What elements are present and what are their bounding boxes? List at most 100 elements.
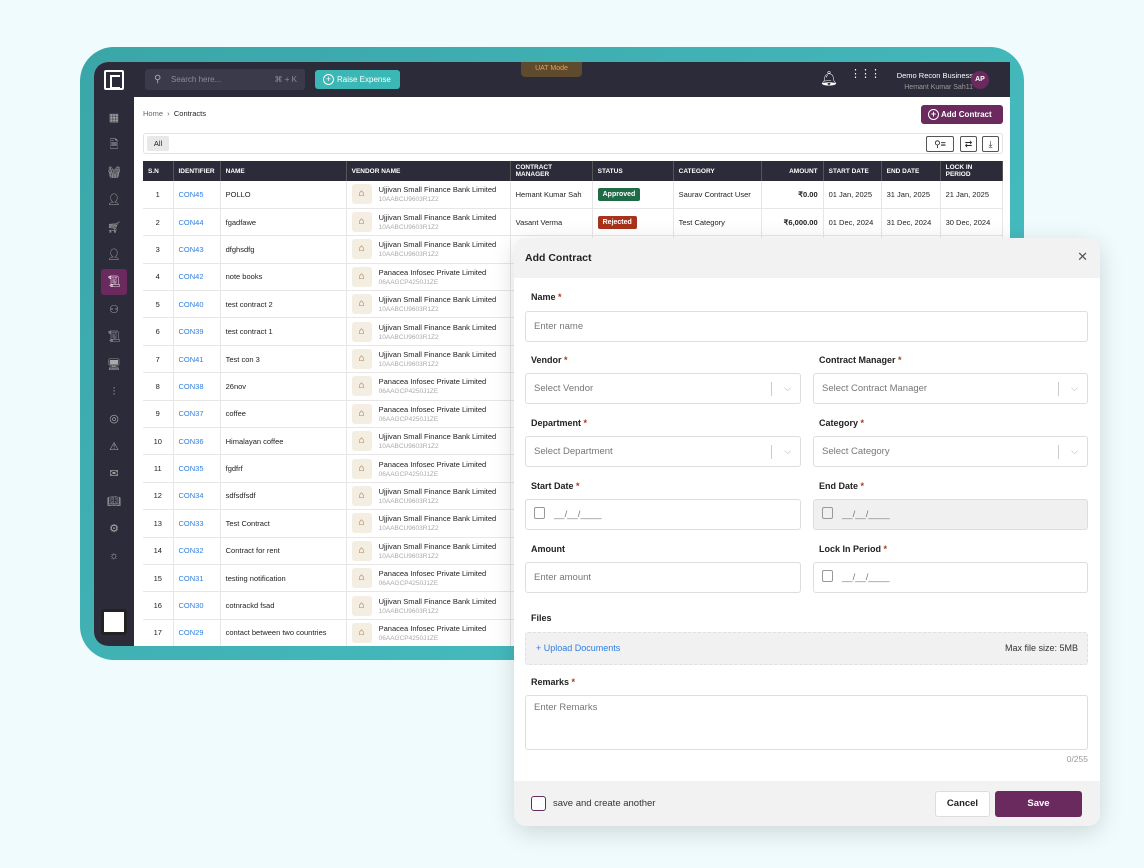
plus-circle-icon: + <box>323 74 334 85</box>
vendor-gst: 10AABCU9603R1Z2 <box>378 525 439 533</box>
apps-grid-icon[interactable]: ⋮⋮⋮ <box>850 68 881 80</box>
sidebar: ▦ 🗎︎ 🧺︎ 👤︎ 🛒︎ 👤︎ 📜︎ ⚇ 📜︎ 🖥︎ ⫶ ◎ ⚠︎ ✉︎ 📖︎ ⚙︎ ☼ <box>94 97 134 646</box>
sidebar-item-document[interactable]: 🗎︎ <box>101 132 127 158</box>
cell-sn: 15 <box>143 564 174 593</box>
cell-amount: ₹0.00 <box>761 181 824 209</box>
download-icon[interactable]: ⤓ <box>982 136 999 152</box>
cell-identifier[interactable]: CON39 <box>173 317 221 346</box>
table-row[interactable]: 1 CON45 POLLO ⌂ Ujjivan Small Finance Ban… <box>143 181 1003 209</box>
column-header[interactable]: STATUS <box>592 161 674 181</box>
file-upload-area[interactable]: + Upload Documents Max file size: 5MB <box>525 632 1088 665</box>
status-badge: Rejected <box>597 215 637 229</box>
sidebar-item-cart[interactable]: 🛒︎ <box>101 215 127 241</box>
search-filter-icon[interactable]: ⚲≡ <box>926 136 954 152</box>
dashboard-icon: ▦ <box>108 112 120 124</box>
lock-in-period-input[interactable]: __/__/____ <box>813 562 1088 593</box>
avatar[interactable]: AP <box>971 71 989 89</box>
remarks-textarea[interactable]: Enter Remarks <box>525 695 1088 750</box>
sidebar-item-alert[interactable]: ⚠︎ <box>101 434 127 460</box>
sidebar-item-basket[interactable]: 🧺︎ <box>101 160 127 186</box>
cell-sn: 14 <box>143 537 174 565</box>
sidebar-item-contracts[interactable]: 📜︎ <box>101 269 127 296</box>
vendor-select[interactable]: Select Vendor ⌵ <box>525 373 801 404</box>
upload-documents-link[interactable]: + Upload Documents <box>536 643 621 653</box>
sidebar-item-user-settings[interactable]: 👤︎ <box>101 187 127 213</box>
sidebar-item-sliders[interactable]: ⫶ <box>101 379 127 405</box>
cell-identifier[interactable]: CON41 <box>173 345 221 374</box>
remarks-char-count: 0/255 <box>1066 754 1088 764</box>
cell-identifier[interactable]: CON31 <box>173 564 221 593</box>
category-select[interactable]: Select Category ⌵ <box>813 436 1088 467</box>
cell-identifier[interactable]: CON29 <box>173 619 221 646</box>
cell-identifier[interactable]: CON45 <box>173 181 221 209</box>
sidebar-item-target[interactable]: ◎ <box>101 406 127 432</box>
column-header[interactable]: VENDOR NAME <box>346 161 511 181</box>
table-row[interactable]: 2 CON44 fgadfawe ⌂ Ujjivan Small Finance … <box>143 208 1003 237</box>
sidebar-item-monitor[interactable]: 🖥︎ <box>101 352 127 378</box>
column-header[interactable]: CONTRACT MANAGER <box>510 161 593 181</box>
column-header[interactable]: END DATE <box>881 161 941 181</box>
cell-name: testing notification <box>220 564 347 593</box>
column-header[interactable]: S.N <box>143 161 174 181</box>
cell-identifier[interactable]: CON43 <box>173 235 221 264</box>
cell-identifier[interactable]: CON44 <box>173 208 221 237</box>
cell-identifier[interactable]: CON35 <box>173 454 221 483</box>
sidebar-item-scroll[interactable]: 📜︎ <box>101 324 127 350</box>
tab-all[interactable]: All <box>147 136 169 151</box>
sidebar-item-dashboard[interactable]: ▦ <box>101 105 127 131</box>
cell-identifier[interactable]: CON32 <box>173 537 221 565</box>
cell-identifier[interactable]: CON33 <box>173 509 221 538</box>
search-input[interactable]: ⚲ Search here... ⌘ + K <box>145 69 305 90</box>
contracts-icon: 📜︎ <box>107 276 121 289</box>
sidebar-item-mail[interactable]: ✉︎ <box>101 461 127 487</box>
column-header[interactable]: IDENTIFIER <box>173 161 221 181</box>
amount-input[interactable]: Enter amount <box>525 562 801 593</box>
column-header[interactable]: START DATE <box>823 161 882 181</box>
end-date-input[interactable]: __/__/____ <box>813 499 1088 530</box>
bell-icon[interactable]: 🔔︎ <box>820 70 838 86</box>
save-button[interactable]: Save <box>995 791 1082 817</box>
vendor-store-icon: ⌂ <box>351 431 372 452</box>
sidebar-item-org-chart[interactable]: ⚇ <box>101 297 127 323</box>
save-and-create-another-checkbox[interactable] <box>531 796 546 811</box>
cancel-button[interactable]: Cancel <box>935 791 990 817</box>
breadcrumb-home[interactable]: Home <box>143 109 164 118</box>
vendor-store-icon: ⌂ <box>351 294 372 315</box>
vendor-gst: 06AAGCP4250J1ZE <box>378 388 439 396</box>
sidebar-item-settings[interactable]: ⚙︎ <box>101 516 127 542</box>
cell-identifier[interactable]: CON30 <box>173 591 221 620</box>
column-header[interactable]: LOCK IN PERIOD <box>940 161 1003 181</box>
add-contract-button[interactable]: + Add Contract <box>921 105 1003 124</box>
vendor-name: Ujjivan Small Finance Bank Limited <box>378 432 497 442</box>
cell-vendor: ⌂ Panacea Infosec Private Limited 06AAGCP4… <box>346 454 511 483</box>
cell-name: fgadfawe <box>220 208 347 237</box>
cell-name: dfghsdfg <box>220 235 347 264</box>
sidebar-item-user-shield[interactable]: 👤︎ <box>101 242 127 268</box>
department-select[interactable]: Select Department ⌵ <box>525 436 801 467</box>
workspace-logo[interactable] <box>101 609 127 635</box>
business-switcher[interactable]: Demo Recon Business Hemant Kumar Sah11 <box>897 71 973 91</box>
sidebar-item-book[interactable]: 📖︎ <box>101 489 127 515</box>
business-name: Demo Recon Business <box>896 71 973 80</box>
department-label: Department * <box>531 418 588 428</box>
column-header[interactable]: AMOUNT <box>761 161 824 181</box>
close-icon[interactable]: ✕ <box>1077 249 1088 264</box>
cell-identifier[interactable]: CON40 <box>173 290 221 319</box>
start-date-input[interactable]: __/__/____ <box>525 499 801 530</box>
column-header[interactable]: CATEGORY <box>673 161 762 181</box>
column-header[interactable]: NAME <box>220 161 347 181</box>
save-and-create-another-label[interactable]: save and create another <box>553 798 656 809</box>
cell-identifier[interactable]: CON38 <box>173 372 221 401</box>
sidebar-item-sun[interactable]: ☼ <box>101 543 127 569</box>
cell-identifier[interactable]: CON37 <box>173 400 221 429</box>
cell-identifier[interactable]: CON36 <box>173 427 221 456</box>
raise-expense-button[interactable]: + Raise Expense <box>315 70 400 89</box>
name-input[interactable]: Enter name <box>525 311 1088 342</box>
cell-name: Test Contract <box>220 509 347 538</box>
cell-identifier[interactable]: CON34 <box>173 482 221 511</box>
contract-manager-select[interactable]: Select Contract Manager ⌵ <box>813 373 1088 404</box>
cell-identifier[interactable]: CON42 <box>173 263 221 292</box>
swap-icon[interactable]: ⇄ <box>960 136 977 152</box>
vendor-name: Panacea Infosec Private Limited <box>378 459 487 469</box>
vendor-store-icon: ⌂ <box>351 568 372 589</box>
